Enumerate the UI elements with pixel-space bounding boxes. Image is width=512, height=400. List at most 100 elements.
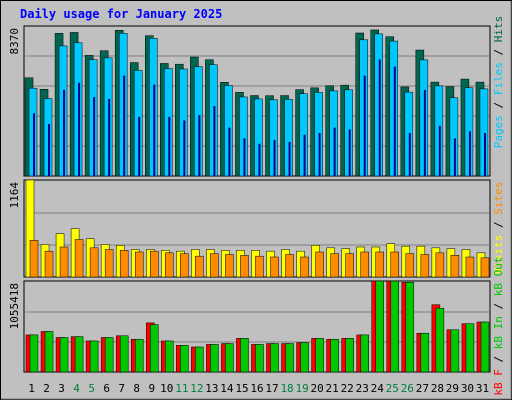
x-tick-label-day-13: 13 (205, 382, 218, 395)
bar-sites-day-29 (450, 255, 460, 278)
bar-kbin-day-26 (405, 282, 415, 373)
legend-traffic-part-0: Pages (492, 115, 505, 148)
bar-sites-day-19 (300, 256, 309, 278)
bar-pages-day-16 (258, 143, 261, 176)
bar-sites-day-28 (435, 252, 445, 278)
x-tick-label-day-8: 8 (133, 382, 140, 395)
x-tick-label-day-3: 3 (58, 382, 65, 395)
bar-pages-day-19 (303, 134, 306, 176)
bar-sites-day-15 (240, 255, 249, 278)
bar-pages-day-20 (318, 132, 321, 176)
bar-kbin-day-15 (240, 338, 249, 373)
bar-sites-day-6 (104, 249, 114, 278)
bar-sites-day-27 (420, 254, 430, 278)
bar-kbin-day-3 (59, 337, 69, 373)
bar-pages-day-2 (48, 124, 51, 176)
bar-kbin-day-27 (420, 332, 430, 373)
bar-kbin-day-19 (300, 342, 309, 373)
x-tick-label-day-12: 12 (190, 382, 203, 395)
bar-sites-day-20 (315, 251, 324, 278)
bar-sites-day-10 (165, 252, 174, 278)
legend-visits-sites-part-1: Sites (492, 182, 505, 215)
x-tick-label-day-20: 20 (311, 382, 324, 395)
bar-pages-day-15 (243, 138, 246, 176)
bar-sites-day-14 (225, 254, 234, 278)
bar-sites-day-12 (195, 255, 204, 278)
bar-sites-day-4 (74, 239, 84, 278)
bar-pages-day-28 (438, 125, 441, 176)
x-tick-label-day-11: 11 (175, 382, 188, 395)
bar-kbin-day-30 (465, 323, 475, 373)
bar-kbin-day-24 (375, 280, 384, 373)
x-tick-label-day-9: 9 (148, 382, 155, 395)
bar-pages-day-5 (93, 97, 96, 176)
bar-kbin-day-13 (210, 344, 219, 373)
bar-pages-day-23 (363, 75, 366, 176)
bar-sites-day-31 (480, 257, 490, 278)
bar-kbin-day-25 (390, 280, 400, 373)
bar-pages-day-26 (408, 132, 411, 176)
bar-pages-day-10 (168, 116, 171, 176)
legend-traffic-part-2: Hits (492, 16, 505, 43)
legend-traffic-part-1: Files (492, 62, 505, 95)
bar-sites-day-24 (375, 251, 384, 278)
bar-pages-day-17 (273, 140, 276, 176)
bar-pages-day-9 (153, 84, 156, 176)
bar-pages-day-24 (378, 59, 381, 177)
x-tick-label-day-15: 15 (235, 382, 248, 395)
bar-files-day-3 (58, 45, 68, 177)
bar-kbin-day-20 (315, 338, 324, 373)
legend-kb-separator-2: / (492, 296, 505, 316)
bar-pages-day-29 (453, 138, 456, 176)
bar-sites-day-8 (134, 251, 144, 278)
bar-kbin-day-4 (74, 336, 84, 373)
bar-kbin-day-8 (134, 338, 144, 373)
x-tick-label-day-19: 19 (295, 382, 308, 395)
bar-sites-day-1 (29, 240, 39, 278)
x-tick-label-day-6: 6 (103, 382, 110, 395)
bar-sites-day-25 (390, 251, 400, 278)
bar-pages-day-7 (123, 75, 126, 176)
bar-kbin-day-11 (180, 345, 189, 373)
bar-kbin-day-31 (480, 321, 490, 373)
legend-visits-sites-part-0: Visits (492, 235, 505, 275)
bar-pages-day-14 (228, 127, 231, 176)
legend-visits-sites-separator-1: / (492, 215, 505, 235)
bar-pages-day-11 (183, 120, 186, 176)
bar-pages-day-1 (33, 113, 35, 176)
x-tick-label-day-31: 31 (476, 382, 489, 395)
bar-sites-day-9 (150, 250, 159, 278)
bar-kbin-day-22 (345, 338, 354, 373)
bar-sites-day-22 (345, 253, 354, 278)
bar-pages-day-4 (78, 82, 81, 176)
bar-kbin-day-23 (360, 334, 369, 373)
x-tick-label-day-26: 26 (401, 382, 414, 395)
bar-sites-day-23 (360, 251, 369, 278)
x-tick-label-day-27: 27 (416, 382, 429, 395)
legend-visits-sites: Visits / Sites (492, 182, 505, 275)
x-tick-label-day-25: 25 (386, 382, 399, 395)
bar-kbin-day-9 (150, 324, 159, 373)
bar-pages-day-6 (108, 98, 111, 176)
bar-kbin-day-7 (119, 335, 129, 373)
bar-kbin-day-2 (44, 331, 54, 373)
bar-kbin-day-17 (270, 343, 279, 373)
bar-sites-day-3 (59, 246, 69, 278)
x-tick-label-day-10: 10 (160, 382, 173, 395)
x-tick-label-day-18: 18 (280, 382, 293, 395)
bar-sites-day-17 (270, 256, 279, 278)
bar-kbin-day-14 (225, 343, 234, 373)
x-tick-label-day-2: 2 (43, 382, 50, 395)
legend-traffic: Pages / Files / Hits (492, 16, 505, 149)
bar-pages-day-22 (348, 129, 351, 176)
chart-title: Daily usage for January 2025 (20, 7, 222, 21)
bar-pages-day-8 (138, 116, 141, 176)
bar-kbin-day-12 (195, 346, 204, 373)
bar-kbin-day-5 (89, 340, 99, 373)
bar-sites-day-7 (119, 250, 129, 278)
bar-kbin-day-10 (165, 340, 174, 373)
x-tick-label-day-16: 16 (250, 382, 263, 395)
bar-pages-day-18 (288, 141, 291, 176)
legend-kb-part-2: kB Out (492, 256, 505, 296)
